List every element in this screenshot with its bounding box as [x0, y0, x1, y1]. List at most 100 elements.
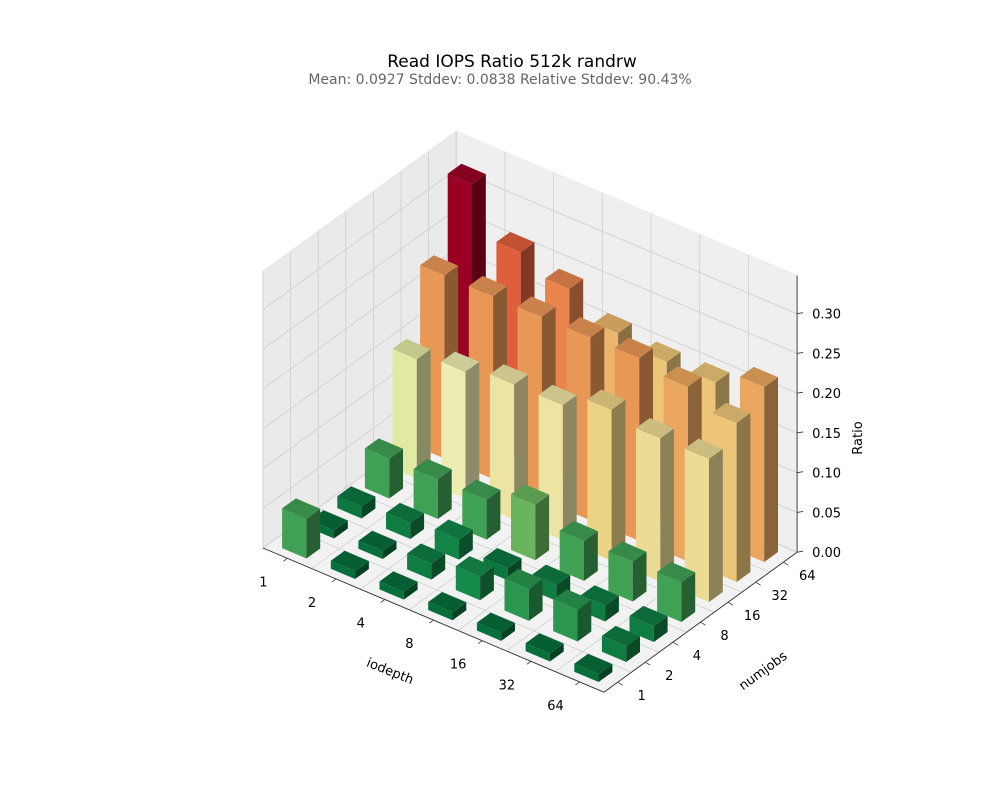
bar-top-face — [489, 364, 528, 385]
bar-front-face — [684, 448, 709, 602]
bar-top-face — [428, 592, 467, 613]
y-tick-label: 16 — [744, 609, 761, 624]
bar-side-face — [681, 572, 696, 622]
bar-front-face — [386, 512, 411, 539]
bar-side-face — [501, 622, 515, 641]
bar-top-face — [636, 418, 675, 439]
bar-side-face — [416, 349, 431, 479]
bar-front-face — [657, 572, 682, 622]
bar-iodepth-64-numjobs-2 — [601, 625, 640, 662]
bar-iodepth-1-numjobs-1 — [282, 498, 321, 559]
bar-top-face — [532, 564, 571, 585]
bar-top-face — [483, 548, 522, 569]
bar-top-face — [684, 438, 723, 459]
bar-side-face — [584, 531, 598, 581]
bar-side-face — [528, 579, 543, 621]
tick-labels: 1 2 4 8 16 32 64 1 2 4 8 16 32 64 0.00 0.05 0.10 0.15 0.20… — [259, 308, 841, 714]
tick-mark — [617, 681, 623, 686]
bar-top-face — [691, 362, 730, 383]
bar-top-face — [434, 519, 473, 540]
y-tick-label: 2 — [665, 669, 673, 684]
bar-side-face — [736, 413, 751, 582]
bars — [282, 163, 778, 682]
bar-front-face — [407, 553, 432, 580]
bar-front-face — [601, 635, 627, 662]
bar-front-face — [358, 540, 383, 559]
x-tick-label: 4 — [357, 617, 365, 632]
bar-top-face — [574, 653, 613, 675]
bar-front-face — [455, 566, 481, 601]
bar-iodepth-1-numjobs-8 — [364, 438, 403, 499]
tick-mark — [797, 431, 804, 434]
bar-front-face — [608, 551, 633, 602]
bar-front-face — [441, 361, 466, 499]
tick-mark — [783, 561, 789, 566]
bar-top-face — [580, 585, 619, 606]
bar-top-face — [517, 296, 556, 317]
y-tick-label: 64 — [799, 569, 816, 584]
bar-iodepth-4-numjobs-2 — [407, 543, 446, 580]
bar-front-face — [337, 496, 362, 519]
x-tick-label: 16 — [450, 658, 467, 673]
bar-top-face — [663, 366, 702, 387]
bar-side-face — [632, 551, 647, 602]
bar-iodepth-64-numjobs-16 — [684, 438, 723, 602]
bar-side-face — [431, 553, 446, 580]
bar-top-face — [566, 317, 605, 338]
bar-top-face — [330, 550, 369, 572]
tick-mark — [526, 660, 532, 665]
bar-iodepth-64-numjobs-8 — [657, 562, 696, 622]
bar-top-face — [386, 502, 425, 524]
bar-front-face — [428, 602, 453, 621]
tick-mark — [797, 391, 804, 394]
bar-iodepth-32-numjobs-1 — [525, 633, 564, 662]
bar-top-face — [364, 438, 403, 459]
y-tick-label: 32 — [771, 589, 788, 604]
bar-top-face — [468, 275, 507, 297]
bar-iodepth-64-numjobs-1 — [574, 653, 613, 682]
bar-side-face — [549, 643, 564, 662]
z-tick-label: 0.00 — [812, 546, 841, 561]
bar-iodepth-2-numjobs-16 — [441, 351, 480, 499]
bar-iodepth-1-numjobs-16 — [392, 338, 431, 479]
bar-front-face — [462, 489, 487, 540]
tick-mark — [575, 681, 580, 686]
tick-mark — [797, 312, 804, 315]
bar-side-face — [577, 599, 592, 642]
bar-side-face — [306, 508, 321, 559]
bar-top-face — [447, 163, 486, 185]
bar-top-face — [337, 486, 376, 507]
x-axis-label: iodepth — [364, 656, 415, 688]
tick-mark — [380, 599, 385, 603]
tick-mark — [331, 578, 337, 583]
tick-mark — [797, 550, 804, 553]
bar-front-face — [434, 529, 459, 560]
bar-side-face — [605, 595, 619, 622]
bar-top-face — [496, 232, 535, 253]
bar-top-face — [553, 589, 592, 610]
y-tick-label: 1 — [638, 689, 646, 704]
tick-mark — [645, 661, 651, 666]
tick-mark — [727, 601, 734, 606]
bar-side-face — [389, 448, 403, 499]
z-tick-label: 0.30 — [812, 308, 841, 323]
tick-mark — [797, 471, 804, 474]
bar-front-face — [483, 558, 508, 581]
bar-front-face — [282, 508, 307, 559]
x-tick-label: 8 — [405, 637, 413, 652]
bar-top-face — [441, 351, 480, 372]
y-tick-label: 4 — [693, 649, 701, 664]
bar-top-face — [601, 625, 640, 647]
bar-top-face — [511, 484, 550, 505]
bar-iodepth-2-numjobs-4 — [386, 502, 425, 539]
bar-top-face — [525, 633, 564, 654]
bar-side-face — [437, 469, 452, 519]
bar-side-face — [403, 581, 418, 600]
bar-front-face — [364, 448, 390, 499]
chart-title: Read IOPS Ratio 512k randrw — [387, 52, 637, 72]
z-tick-label: 0.15 — [812, 427, 841, 442]
bar-side-face — [382, 541, 397, 559]
bar-top-face — [379, 571, 418, 592]
z-tick-label: 0.20 — [812, 387, 841, 402]
